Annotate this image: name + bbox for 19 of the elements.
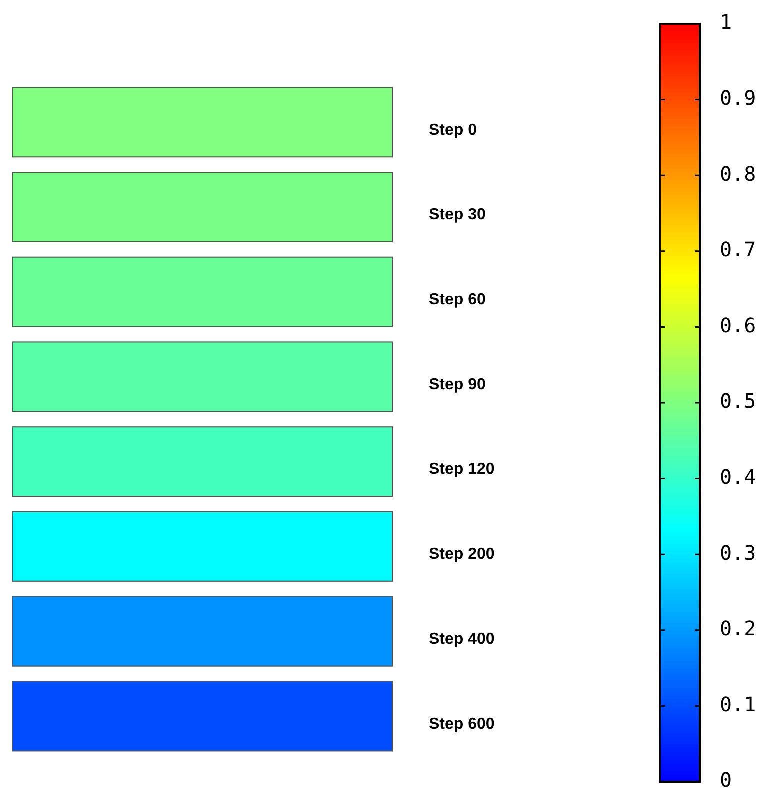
color-bar-label: 0.2 [720,616,756,641]
color-bar-label: 0 [720,768,732,792]
color-bar-label: 0.7 [720,238,756,262]
y-tick-label: Step 120 [429,461,495,478]
y-tick-label: Step 30 [429,206,486,224]
color-bar-label: 0.3 [720,540,756,565]
color-bar-label: 0.1 [720,692,756,716]
color-bar-label: 0.5 [720,389,756,414]
color-bar-label: 0.9 [720,86,756,110]
y-tick-label: Step 200 [429,546,495,564]
y-tick-label: Step 60 [429,292,486,309]
y-tick-label: Step 90 [429,376,486,394]
color-bar-label: 1 [720,10,732,34]
y-tick-label: Step 400 [429,630,495,648]
y-tick-label: Step 600 [429,716,495,733]
y-tick-label: Step 0 [429,122,478,139]
color-bar-label: 0.4 [720,465,756,490]
color-bar-label: 0.8 [720,162,756,186]
color-bar-label: 0.6 [720,313,756,338]
